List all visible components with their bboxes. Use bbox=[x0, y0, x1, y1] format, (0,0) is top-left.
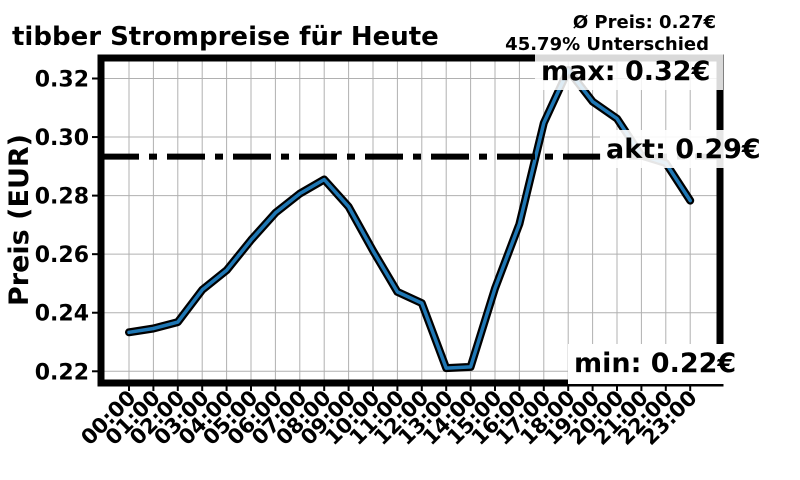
min-label-box bbox=[568, 344, 746, 384]
current-label-box bbox=[600, 130, 770, 168]
price-difference-label: 45.79% Unterschied bbox=[505, 34, 709, 55]
max-price-label: max: 0.32€ bbox=[541, 56, 710, 87]
price-series-line bbox=[127, 68, 692, 370]
max-label-box bbox=[535, 52, 723, 90]
x-tick-layer: 00:0001:0002:0003:0004:0005:0006:0007:00… bbox=[76, 383, 702, 450]
series-layer bbox=[125, 66, 695, 373]
y-tick-label: 0.32 bbox=[35, 67, 89, 92]
price-series-outline bbox=[125, 66, 695, 373]
y-tick-layer: 0.22 0.24 0.26 0.28 0.30 0.32 bbox=[35, 67, 101, 385]
y-tick-label: 0.30 bbox=[35, 126, 89, 151]
current-price-label: akt: 0.29€ bbox=[606, 134, 761, 165]
grid-layer bbox=[101, 58, 720, 383]
y-tick-label: 0.24 bbox=[35, 302, 89, 327]
chart-title: tibber Strompreise für Heute bbox=[12, 22, 439, 52]
average-price-label: Ø Preis: 0.27€ bbox=[573, 12, 716, 33]
y-tick-label: 0.22 bbox=[35, 360, 89, 385]
y-tick-label: 0.26 bbox=[35, 243, 89, 268]
y-tick-label: 0.28 bbox=[35, 185, 89, 210]
min-price-label: min: 0.22€ bbox=[574, 348, 736, 379]
frame-layer bbox=[97, 54, 724, 387]
y-axis-label: Preis (EUR) bbox=[4, 134, 35, 306]
